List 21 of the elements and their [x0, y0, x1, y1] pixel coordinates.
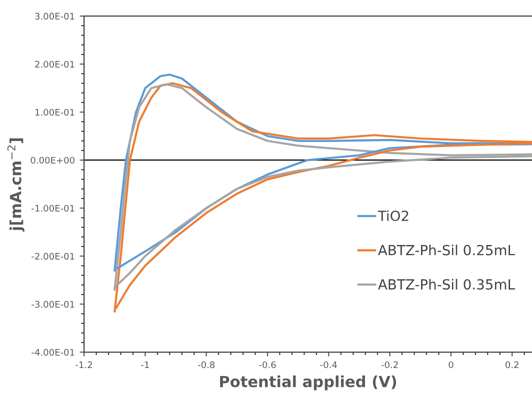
y-tick-label: 2.00E-01 — [35, 60, 74, 68]
y-tick-label: -2.00E-01 — [32, 252, 74, 260]
y-tick-label: 0.00E+00 — [30, 156, 74, 164]
x-tick-label: -0.2 — [381, 361, 398, 368]
y-tick-label: 3.00E-01 — [35, 12, 74, 20]
y-axis-title: j[mA.cm$^{−2}$] — [7, 138, 24, 232]
legend-label: TiO2 — [378, 210, 408, 222]
legend-label: ABTZ-Ph-Sil 0.25mL — [378, 244, 515, 256]
x-tick-label: -0.6 — [259, 361, 276, 368]
x-tick-label: 0 — [448, 361, 454, 368]
y-tick-label: -3.00E-01 — [32, 300, 74, 308]
y-tick-label: -1.00E-01 — [32, 204, 74, 212]
x-tick-label: -1 — [141, 361, 149, 368]
x-tick-label: -0.4 — [320, 361, 337, 368]
x-tick-label: -0.8 — [198, 361, 215, 368]
x-tick-label: 0.2 — [506, 361, 518, 368]
x-tick-label: -1.2 — [76, 361, 92, 368]
legend-label: ABTZ-Ph-Sil 0.35mL — [378, 278, 515, 290]
y-tick-label: 1.00E-01 — [35, 108, 74, 116]
x-axis-title: Potential applied (V) — [220, 375, 396, 390]
y-tick-label: -4.00E-01 — [32, 348, 74, 356]
